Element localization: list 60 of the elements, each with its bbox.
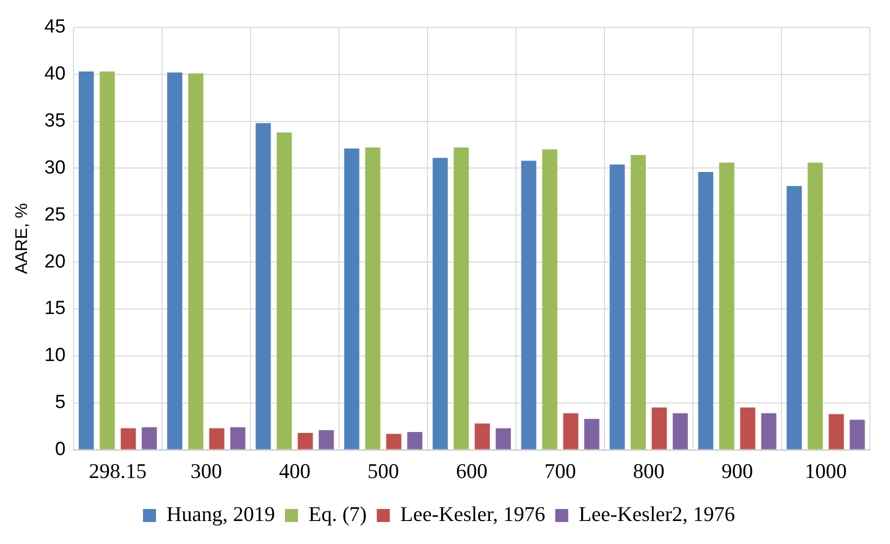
bar [344,148,360,450]
y-tick-label: 0 [54,439,66,460]
bar [740,408,756,450]
bar [365,148,380,450]
y-tick-label: 25 [44,204,66,226]
bar [474,424,490,450]
legend-label: Lee-Kesler2, 1976 [578,502,736,526]
bar [298,432,313,450]
y-tick-label: 35 [44,110,66,132]
bar [630,155,646,450]
bar [761,413,776,450]
legend-label: Eq. (7) [308,502,367,526]
x-tick-label: 400 [279,458,311,483]
y-tick-label: 5 [54,392,66,414]
x-tick-label: 300 [190,458,222,483]
bar [256,123,271,450]
bar [610,164,625,450]
bar [652,408,667,450]
bar [432,158,448,450]
bar [496,428,511,450]
bar [167,72,182,450]
bar [719,162,734,450]
x-tick-label: 298.15 [88,458,147,483]
x-tick-label: 700 [544,458,576,483]
y-tick-label: 10 [44,345,66,366]
y-tick-label: 45 [44,16,66,38]
bar [698,172,714,450]
bar [230,427,246,450]
bar [808,162,823,450]
bar [407,432,422,450]
bar [563,413,578,450]
bar [786,186,802,450]
x-tick-label: 800 [633,458,665,483]
x-tick-label: 500 [368,458,400,483]
y-tick-label: 20 [44,251,66,272]
x-tick-label: 900 [722,458,754,483]
bar [584,418,600,450]
y-tick-label: 30 [44,157,66,178]
bar [454,148,469,450]
bar [828,414,844,450]
bar [850,420,865,450]
bar [120,428,136,450]
x-tick-label: 600 [456,458,488,483]
bar [521,160,536,450]
x-tick-label: 1000 [804,458,847,483]
bar [100,72,115,450]
bar [188,73,204,450]
bar [276,132,292,450]
y-tick-label: 40 [44,64,66,85]
legend-label: Huang, 2019 [166,502,275,526]
bar [142,427,157,450]
legend-label: Lee-Kesler, 1976 [400,502,546,526]
y-axis-title: AARE, % [12,203,31,274]
bar [386,434,402,450]
y-tick-label: 15 [44,298,66,320]
bar [318,430,334,450]
bar [672,413,688,450]
bar [78,72,94,450]
bar [542,149,558,450]
bar [209,428,224,450]
